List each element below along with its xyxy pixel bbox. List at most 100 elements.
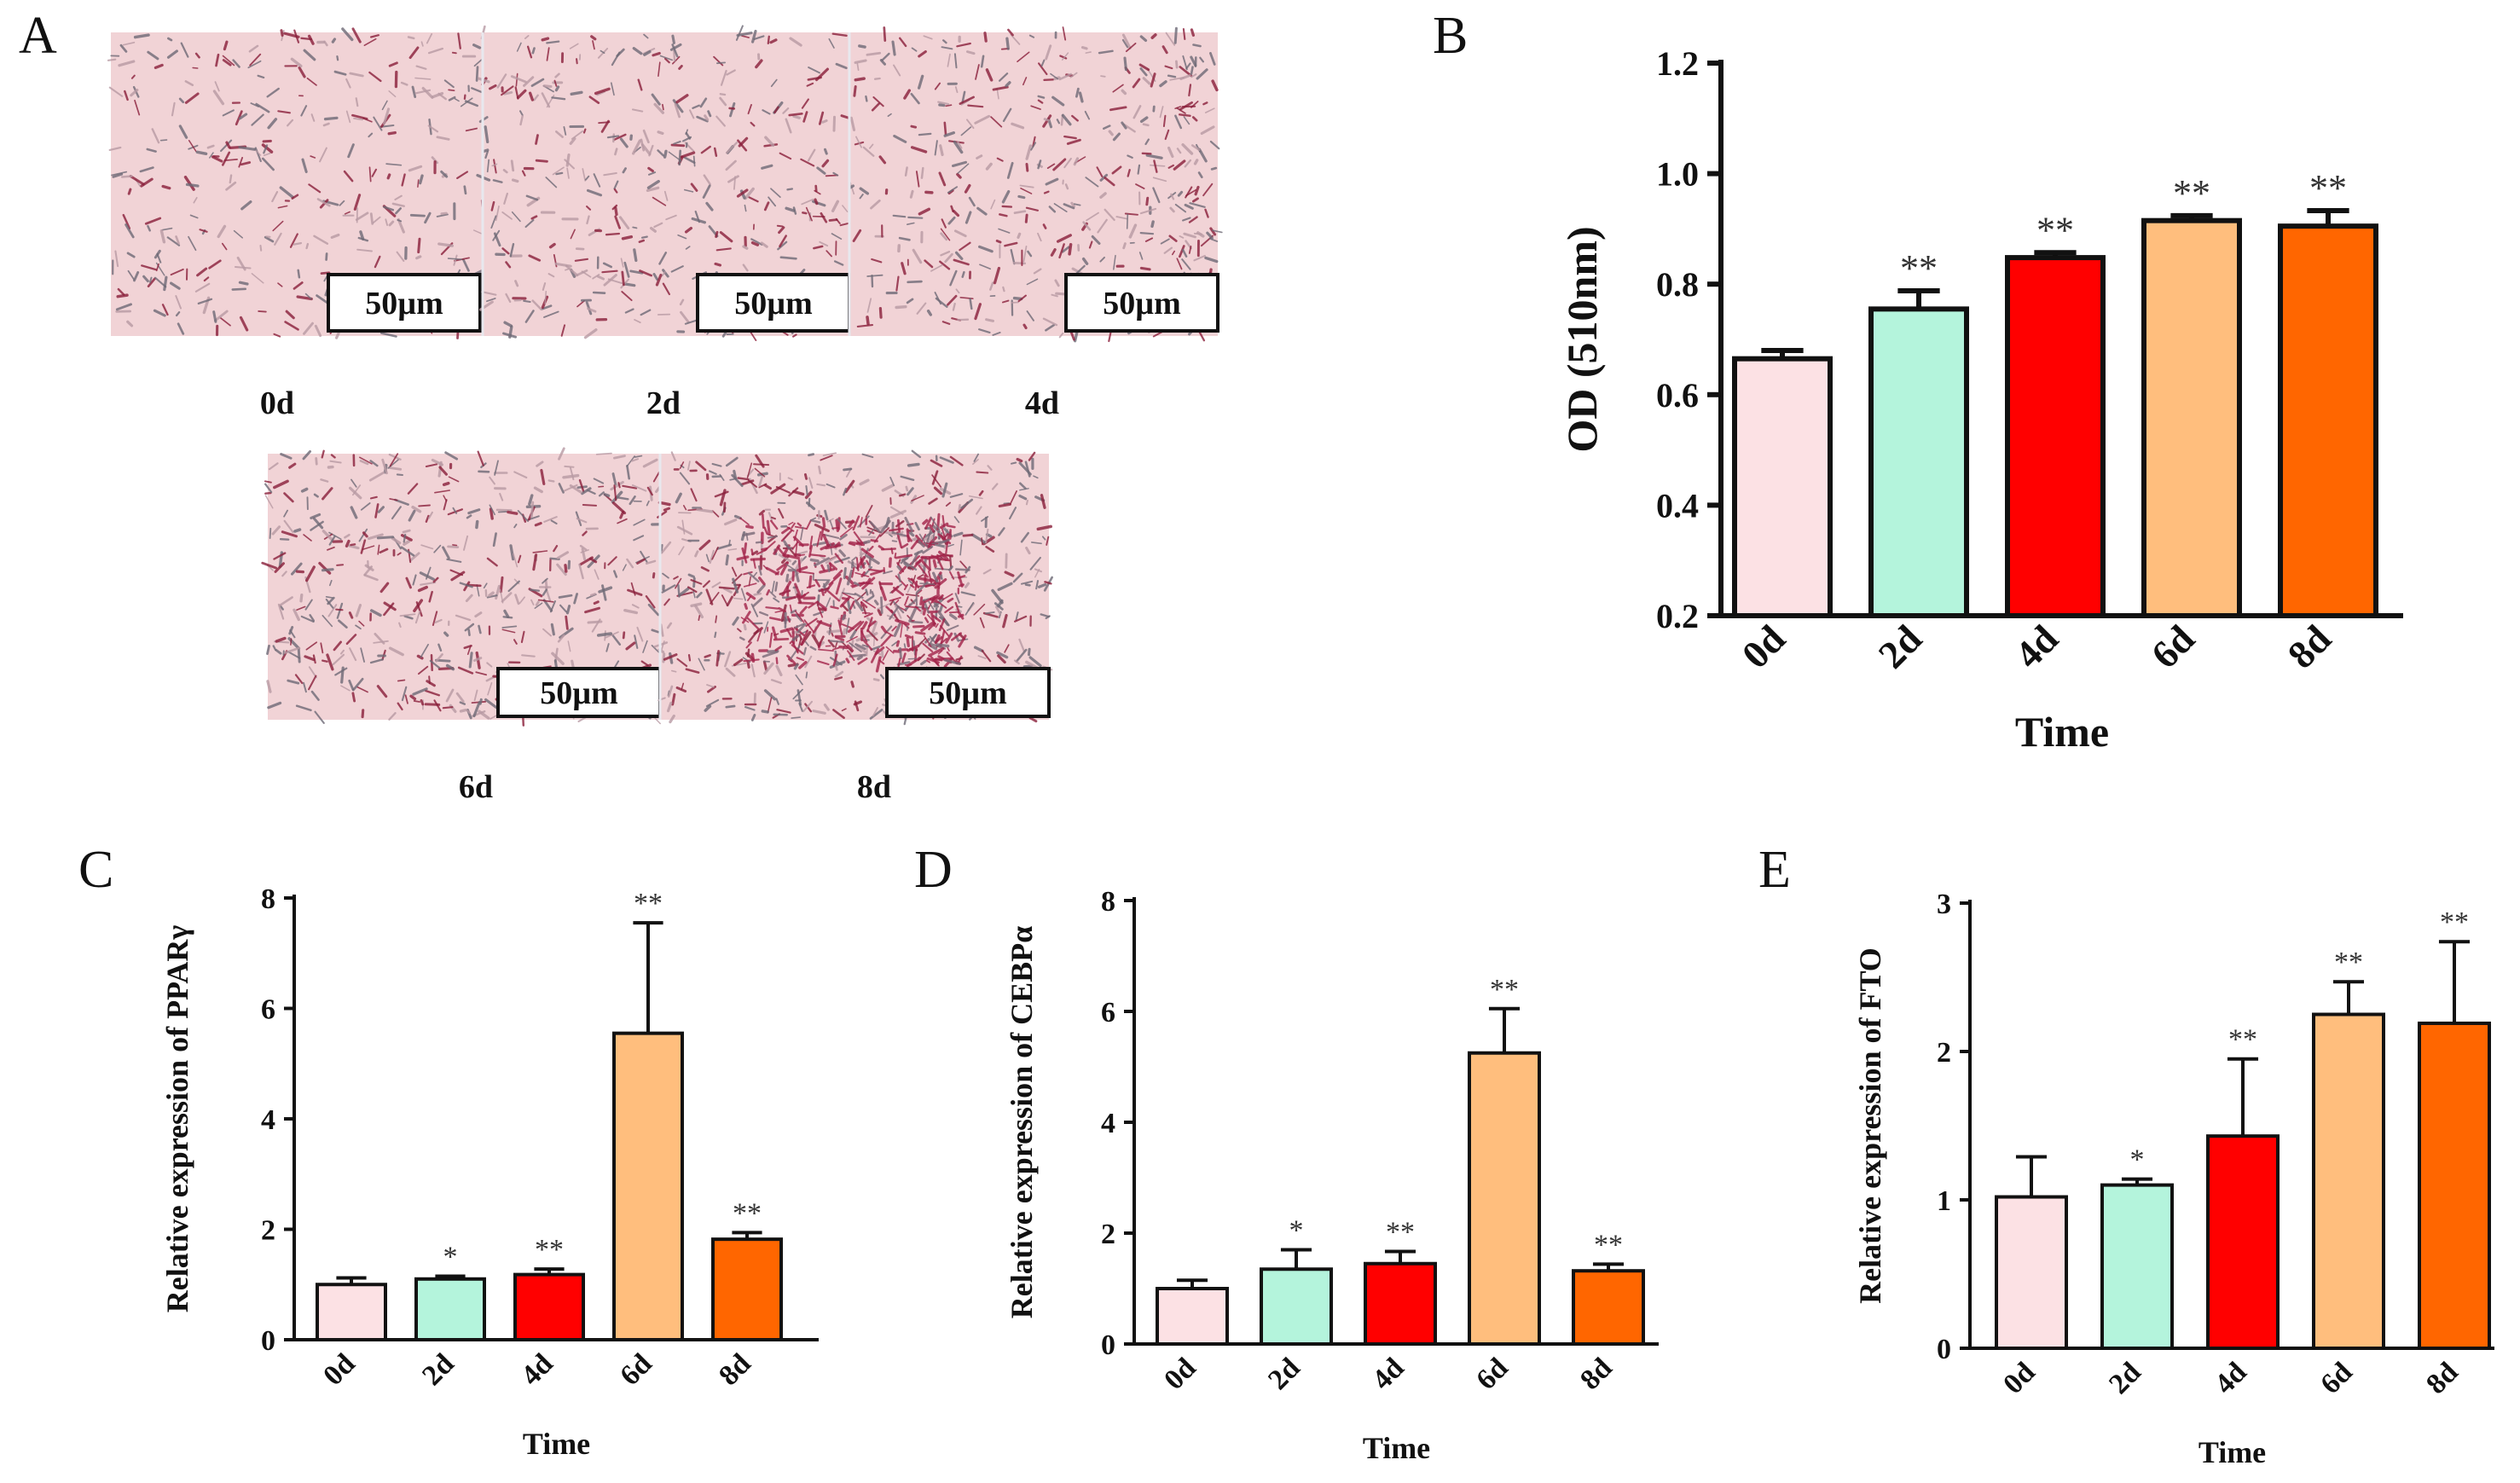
x-axis-title: Time: [2015, 708, 2109, 756]
x-tick-label: 6d: [614, 1347, 658, 1392]
x-tick-label: 4d: [1366, 1352, 1411, 1396]
x-tick-label: 6d: [2314, 1356, 2359, 1400]
significance-marker: **: [733, 1197, 762, 1229]
micrograph-0d: 50µm: [107, 27, 487, 339]
bar-6d: [2312, 1012, 2385, 1350]
y-tick-label: 2: [1101, 1219, 1115, 1250]
scale-bar-box: [327, 273, 482, 333]
micrograph-day-label: 4d: [1025, 385, 1059, 421]
x-tick-label: 6d: [2143, 617, 2204, 677]
scale-bar-box: [1064, 273, 1219, 333]
x-tick-label: 8d: [2420, 1356, 2465, 1400]
y-axis-title: OD (510nm): [1558, 226, 1606, 452]
significance-marker: **: [2309, 167, 2347, 209]
x-tick-label: 0d: [1997, 1356, 2042, 1400]
x-tick-label: 4d: [2209, 1356, 2253, 1400]
y-axis-title: Relative expression of FTO: [1853, 947, 1887, 1304]
y-tick-label: 6: [1101, 997, 1115, 1028]
bar-8d: [1572, 1269, 1645, 1346]
scale-bar-label: 50µm: [1103, 286, 1181, 322]
panel-letter-c: C: [78, 841, 113, 899]
significance-marker: **: [1490, 974, 1519, 1005]
micrograph-4d: 50µm: [849, 26, 1223, 343]
scale-bar-label: 50µm: [540, 675, 618, 711]
micrograph-day-label: 8d: [857, 769, 891, 805]
significance-marker: **: [2228, 1024, 2257, 1056]
significance-marker: *: [2130, 1144, 2145, 1176]
bar-8d: [2418, 1021, 2491, 1350]
x-tick-label: 2d: [1262, 1352, 1306, 1396]
significance-marker: **: [535, 1234, 564, 1266]
bar-4d: [513, 1272, 585, 1341]
significance-marker: **: [2334, 947, 2363, 978]
scale-bar-label: 50µm: [929, 675, 1007, 711]
significance-marker: **: [2036, 209, 2074, 251]
y-tick-label: 2: [261, 1214, 275, 1246]
y-tick-label: 8: [1101, 886, 1115, 918]
significance-marker: **: [2440, 907, 2469, 938]
significance-marker: **: [1900, 247, 1938, 289]
y-axis-title: Relative expression of PPARγ: [160, 925, 194, 1313]
bar-6d: [1468, 1051, 1541, 1346]
x-axis-title: Time: [523, 1427, 590, 1461]
significance-marker: **: [2173, 172, 2210, 214]
scale-bar-box: [885, 667, 1051, 718]
x-tick-label: 8d: [713, 1347, 757, 1392]
bar-0d: [1995, 1195, 2068, 1351]
y-tick-label: 0: [1101, 1329, 1115, 1361]
x-tick-label: 0d: [1734, 617, 1794, 677]
y-tick-label: 0: [1937, 1334, 1951, 1365]
bar-2d: [414, 1277, 486, 1342]
chart-pparg-expression: 0d * 2d ** 4d ** 6d ** 8d 0 2 4 6 8 Time Relative expre…: [160, 883, 819, 1461]
x-tick-label: 0d: [1158, 1352, 1202, 1396]
y-tick-label: 0.2: [1656, 597, 1699, 635]
bar-0d: [316, 1283, 387, 1341]
chart-cebpa-expression: 0d * 2d ** 4d ** 6d ** 8d 0 2 4 6 8 Time Relative expre…: [1005, 886, 1659, 1465]
micrograph-day-label: 2d: [646, 385, 681, 421]
micrograph-6d: 50µm: [261, 447, 668, 727]
x-tick-label: 2d: [2103, 1356, 2147, 1400]
y-tick-label: 4: [261, 1104, 275, 1136]
bar-2d: [2100, 1183, 2174, 1350]
y-axis-title: Relative expression of CEBPα: [1005, 926, 1039, 1318]
y-tick-label: 1: [1937, 1185, 1951, 1217]
x-tick-label: 4d: [515, 1347, 559, 1392]
y-tick-label: 1.2: [1656, 44, 1699, 83]
y-tick-label: 6: [261, 993, 275, 1025]
x-tick-label: 8d: [1574, 1352, 1619, 1396]
panel-letter-a: A: [19, 7, 57, 65]
x-axis-title: Time: [1363, 1431, 1430, 1465]
panel-letter-e: E: [1758, 841, 1791, 899]
bar-6d: [612, 1031, 684, 1341]
y-tick-label: 8: [261, 883, 275, 915]
y-tick-label: 0: [261, 1325, 275, 1357]
scale-bar-label: 50µm: [365, 286, 443, 322]
y-tick-label: 0.8: [1656, 265, 1699, 304]
scale-bar-label: 50µm: [734, 286, 813, 322]
y-tick-label: 2: [1937, 1037, 1951, 1069]
bar-0d: [1156, 1287, 1229, 1346]
y-tick-label: 3: [1937, 889, 1951, 920]
y-tick-label: 0.6: [1656, 376, 1699, 414]
x-tick-label: 0d: [317, 1347, 362, 1392]
micrograph-2d: 50µm: [476, 25, 856, 342]
chart-fto-expression: 0d * 2d ** 4d ** 6d ** 8d 0 1 2 3 Time Relative expres…: [1853, 889, 2494, 1469]
x-tick-label: 2d: [416, 1347, 461, 1392]
y-tick-label: 1.0: [1656, 155, 1699, 194]
significance-marker: *: [1289, 1215, 1304, 1247]
micrograph-8d: 50µm: [653, 449, 1053, 726]
x-tick-label: 2d: [1870, 617, 1931, 677]
bar-4d: [2005, 255, 2106, 618]
bar-6d: [2141, 217, 2242, 618]
panel-letter-b: B: [1433, 7, 1468, 65]
significance-marker: *: [443, 1242, 458, 1273]
significance-marker: **: [634, 888, 663, 919]
x-tick-label: 6d: [1470, 1352, 1515, 1396]
bar-0d: [1732, 356, 1833, 618]
chart-od-510nm: 0d ** 2d ** 4d ** 6d ** 8d 0.2 0.4 0.6 0.8 1.0 1.2 Time…: [1558, 44, 2403, 756]
bar-8d: [2278, 223, 2378, 618]
significance-marker: **: [1594, 1229, 1623, 1260]
x-tick-label: 8d: [2280, 617, 2340, 677]
panel-letter-d: D: [914, 841, 953, 899]
